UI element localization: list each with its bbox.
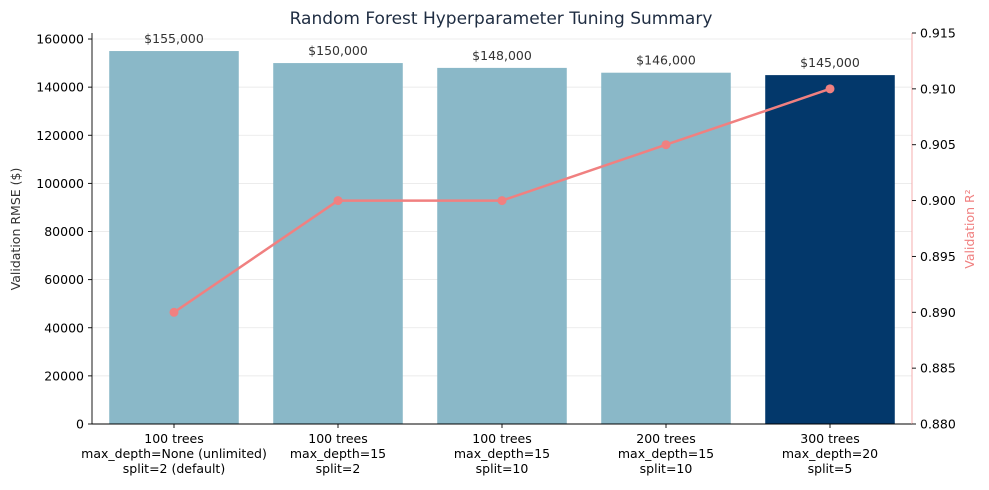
- x-tick-label: 300 trees max_depth=20 split=5: [782, 431, 878, 476]
- axes: [88, 32, 916, 428]
- x-tick-label: 100 trees max_depth=None (unlimited) split…: [81, 431, 267, 476]
- y2-tick-label: 0.890: [920, 305, 956, 320]
- y-tick-label: 80000: [44, 224, 84, 239]
- x-tick-label-line: 200 trees: [636, 431, 696, 446]
- y-tick-label: 0: [76, 417, 84, 432]
- x-tick-label-line: split=5: [808, 461, 853, 476]
- x-tick-label-line: split=10: [476, 461, 529, 476]
- x-tick-label-line: 300 trees: [800, 431, 860, 446]
- line-point: [825, 84, 835, 94]
- y-tick-label: 40000: [44, 320, 84, 335]
- x-tick-label-line: 100 trees: [144, 431, 204, 446]
- y2-tick-label: 0.880: [920, 417, 956, 432]
- x-tick-label-line: 100 trees: [308, 431, 368, 446]
- x-tick-label: 200 trees max_depth=15 split=10: [618, 431, 714, 476]
- x-tick-label-line: split=10: [640, 461, 693, 476]
- tick-labels: 0 20000 40000 60000 80000 100000 120000 140000 1…: [36, 26, 956, 432]
- x-tick-label-line: max_depth=15: [618, 446, 714, 461]
- chart-title: Random Forest Hyperparameter Tuning Summ…: [290, 9, 713, 29]
- line-point: [661, 140, 671, 150]
- y2-tick-label: 0.885: [920, 361, 956, 376]
- x-tick-label-line: 100 trees: [472, 431, 532, 446]
- bar: [273, 63, 403, 424]
- bar: [109, 51, 239, 425]
- y-tick-label: 160000: [36, 32, 84, 47]
- y-tick-label: 60000: [44, 272, 84, 287]
- category-labels: 100 trees max_depth=None (unlimited) split…: [81, 431, 878, 476]
- y-tick-label: 100000: [36, 176, 84, 191]
- bar-data-label: $148,000: [472, 48, 532, 63]
- y2-tick-label: 0.915: [920, 26, 956, 41]
- line-point: [169, 307, 179, 317]
- x-tick-label: 100 trees max_depth=15 split=10: [454, 431, 550, 476]
- line-series: [169, 84, 835, 317]
- y2-tick-label: 0.905: [920, 137, 956, 152]
- line-point: [333, 196, 343, 206]
- y-tick-label: 140000: [36, 80, 84, 95]
- x-tick-label-line: max_depth=20: [782, 446, 878, 461]
- y-tick-label: 120000: [36, 128, 84, 143]
- bar-series: [109, 51, 895, 425]
- x-tick-label-line: max_depth=None (unlimited): [81, 446, 267, 461]
- x-tick-label-line: split=2 (default): [123, 461, 225, 476]
- line-point: [497, 196, 507, 206]
- y2-tick-label: 0.910: [920, 81, 956, 96]
- x-tick-label-line: max_depth=15: [290, 446, 386, 461]
- bar: [601, 72, 731, 424]
- y2-tick-label: 0.895: [920, 249, 956, 264]
- bar-data-label: $150,000: [308, 43, 368, 58]
- y2-tick-label: 0.900: [920, 193, 956, 208]
- bar-data-label: $155,000: [144, 31, 204, 46]
- y-axis-label: Validation RMSE ($): [8, 168, 23, 291]
- bar-data-labels: $155,000 $150,000 $148,000 $146,000 $145,000: [144, 31, 860, 70]
- x-tick-label-line: split=2: [316, 461, 361, 476]
- x-tick-label-line: max_depth=15: [454, 446, 550, 461]
- x-tick-label: 100 trees max_depth=15 split=2: [290, 431, 386, 476]
- y2-axis-label: Validation R²: [962, 189, 977, 268]
- y-tick-label: 20000: [44, 368, 84, 383]
- bar: [437, 67, 567, 425]
- bar-data-label: $146,000: [636, 53, 696, 68]
- bar-data-label: $145,000: [800, 55, 860, 70]
- bar: [765, 75, 895, 424]
